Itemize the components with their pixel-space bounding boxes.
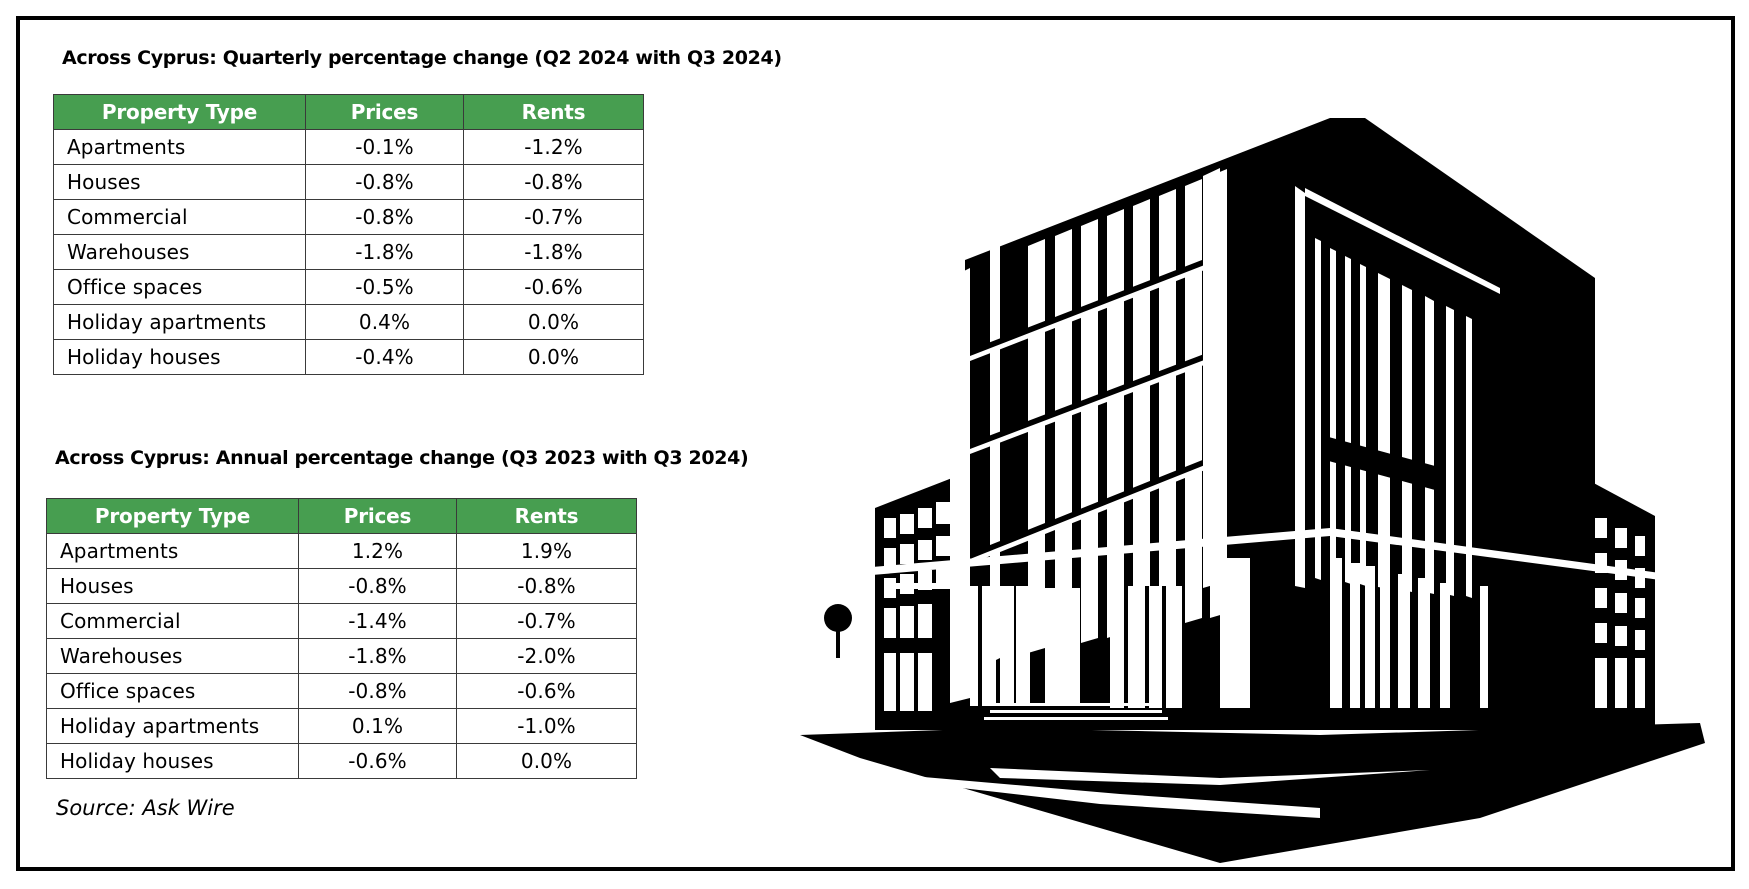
property-type-cell: Warehouses	[46, 638, 299, 674]
rents-cell: 0.0%	[463, 304, 644, 340]
annual-table-title: Across Cyprus: Annual percentage change …	[55, 447, 749, 469]
rents-cell: -1.0%	[456, 708, 637, 744]
property-type-cell: Apartments	[46, 533, 299, 569]
rents-cell: -0.8%	[463, 164, 644, 200]
rents-cell: 0.0%	[456, 743, 637, 779]
rents-cell: -2.0%	[456, 638, 637, 674]
table-row: Holiday houses -0.6% 0.0%	[46, 743, 637, 779]
quarterly-table-title: Across Cyprus: Quarterly percentage chan…	[62, 47, 782, 69]
table-header-row: Property Type Prices Rents	[53, 94, 644, 130]
table-row: Houses -0.8% -0.8%	[46, 568, 637, 604]
property-type-cell: Holiday apartments	[53, 304, 306, 340]
rents-cell: 0.0%	[463, 339, 644, 375]
prices-cell: -0.4%	[305, 339, 464, 375]
quarterly-change-table: Property Type Prices Rents Apartments -0.…	[53, 94, 644, 375]
rents-cell: -0.8%	[456, 568, 637, 604]
column-header: Rents	[456, 498, 637, 534]
prices-cell: -0.1%	[305, 129, 464, 165]
property-type-cell: Holiday houses	[46, 743, 299, 779]
prices-cell: -0.8%	[298, 673, 457, 709]
table-row: Commercial -0.8% -0.7%	[53, 199, 644, 235]
property-type-cell: Office spaces	[46, 673, 299, 709]
property-type-cell: Houses	[53, 164, 306, 200]
table-row: Office spaces -0.5% -0.6%	[53, 269, 644, 305]
annual-change-table: Property Type Prices Rents Apartments 1.2…	[46, 498, 637, 779]
column-header: Property Type	[46, 498, 299, 534]
rents-cell: -0.7%	[456, 603, 637, 639]
property-type-cell: Commercial	[46, 603, 299, 639]
table-row: Apartments 1.2% 1.9%	[46, 533, 637, 569]
column-header: Property Type	[53, 94, 306, 130]
table-row: Warehouses -1.8% -2.0%	[46, 638, 637, 674]
prices-cell: 0.4%	[305, 304, 464, 340]
rents-cell: -1.2%	[463, 129, 644, 165]
property-type-cell: Houses	[46, 568, 299, 604]
property-type-cell: Commercial	[53, 199, 306, 235]
table-row: Apartments -0.1% -1.2%	[53, 129, 644, 165]
prices-cell: -0.8%	[305, 199, 464, 235]
property-type-cell: Holiday apartments	[46, 708, 299, 744]
rents-cell: -0.7%	[463, 199, 644, 235]
property-type-cell: Warehouses	[53, 234, 306, 270]
rents-cell: -1.8%	[463, 234, 644, 270]
prices-cell: -0.8%	[305, 164, 464, 200]
column-header: Prices	[305, 94, 464, 130]
column-header: Prices	[298, 498, 457, 534]
prices-cell: -0.6%	[298, 743, 457, 779]
table-row: Holiday apartments 0.4% 0.0%	[53, 304, 644, 340]
prices-cell: 1.2%	[298, 533, 457, 569]
prices-cell: -0.8%	[298, 568, 457, 604]
table-row: Houses -0.8% -0.8%	[53, 164, 644, 200]
table-row: Office spaces -0.8% -0.6%	[46, 673, 637, 709]
table-row: Holiday apartments 0.1% -1.0%	[46, 708, 637, 744]
rents-cell: 1.9%	[456, 533, 637, 569]
prices-cell: 0.1%	[298, 708, 457, 744]
property-type-cell: Office spaces	[53, 269, 306, 305]
rents-cell: -0.6%	[456, 673, 637, 709]
prices-cell: -1.8%	[298, 638, 457, 674]
property-type-cell: Apartments	[53, 129, 306, 165]
prices-cell: -1.4%	[298, 603, 457, 639]
table-row: Warehouses -1.8% -1.8%	[53, 234, 644, 270]
table-row: Holiday houses -0.4% 0.0%	[53, 339, 644, 375]
table-header-row: Property Type Prices Rents	[46, 498, 637, 534]
property-type-cell: Holiday houses	[53, 339, 306, 375]
column-header: Rents	[463, 94, 644, 130]
office-building-icon	[800, 118, 1705, 863]
source-note: Source: Ask Wire	[56, 796, 235, 820]
rents-cell: -0.6%	[463, 269, 644, 305]
table-row: Commercial -1.4% -0.7%	[46, 603, 637, 639]
prices-cell: -1.8%	[305, 234, 464, 270]
prices-cell: -0.5%	[305, 269, 464, 305]
